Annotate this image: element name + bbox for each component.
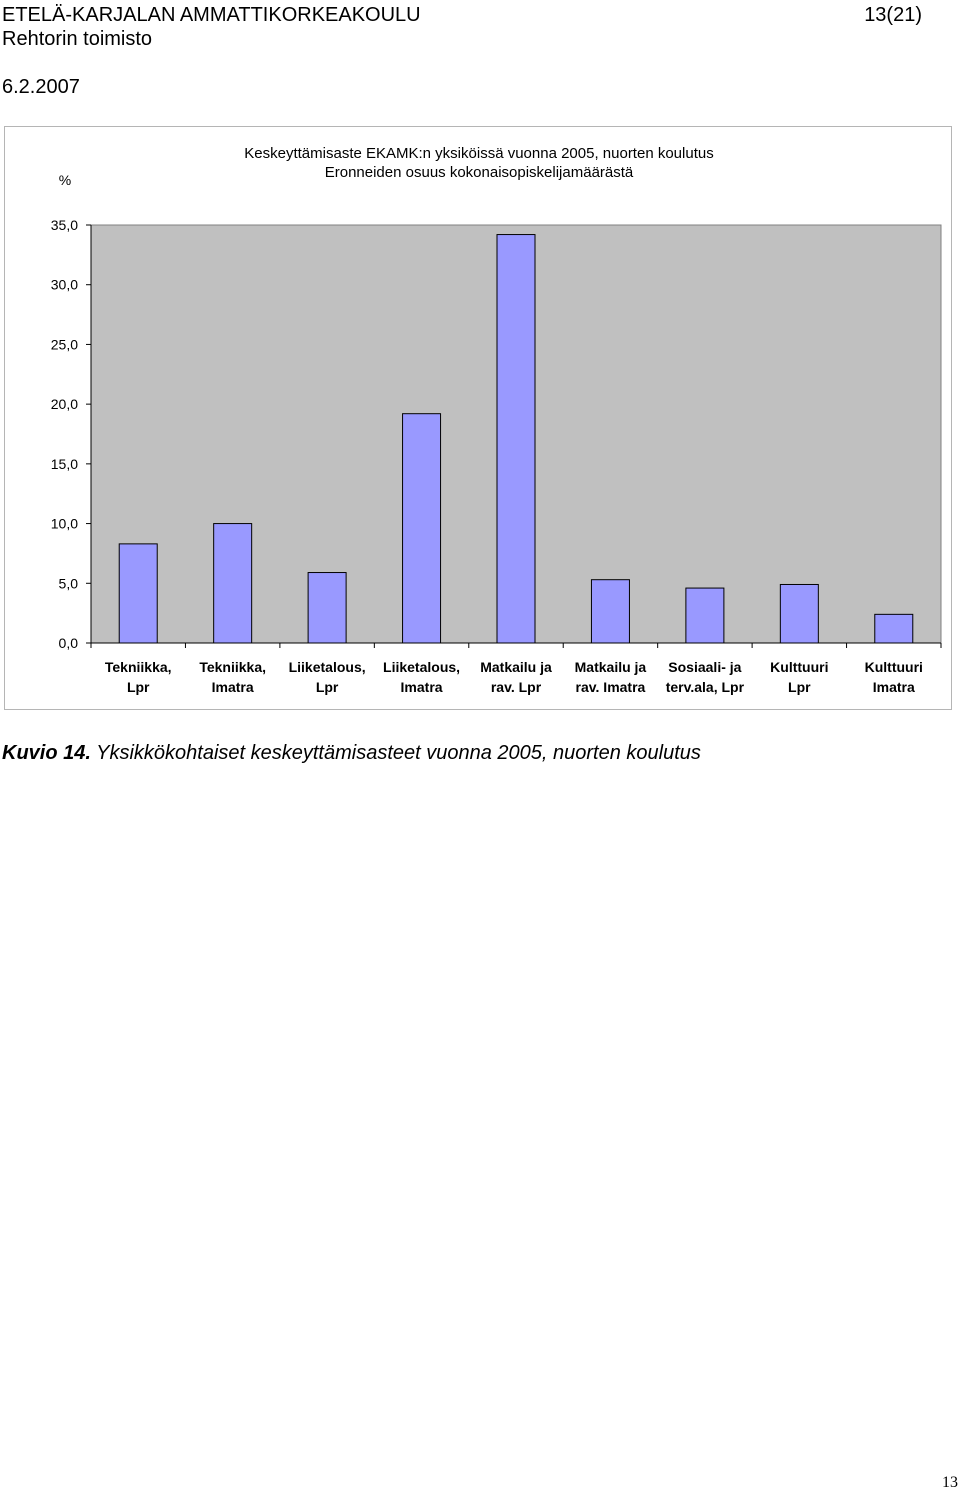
y-tick-label: 30,0 (51, 277, 78, 293)
x-tick-label: Matkailu ja (575, 659, 647, 675)
bar (685, 587, 725, 644)
x-tick-label: Tekniikka, (199, 659, 266, 675)
y-tick-label: 0,0 (59, 635, 79, 651)
y-tick-label: 5,0 (59, 575, 79, 591)
x-tick-label: Matkailu ja (480, 659, 552, 675)
caption-number: Kuvio 14. (2, 742, 91, 764)
caption-text: Yksikkökohtaiset keskeyttämisasteet vuon… (90, 742, 701, 764)
x-tick-label: Liiketalous, (383, 659, 460, 675)
bar (402, 413, 442, 644)
organization-name: ETELÄ-KARJALAN AMMATTIKORKEAKOULU (2, 4, 421, 26)
y-tick-label: 10,0 (51, 516, 78, 532)
bar (874, 613, 914, 644)
chart-container: % Keskeyttämisaste EKAMK:n yksiköissä vu… (4, 126, 952, 710)
figure-caption: Kuvio 14. Yksikkökohtaiset keskeyttämisa… (2, 742, 701, 765)
x-tick-label: Lpr (127, 679, 150, 695)
x-tick-label: rav. Imatra (576, 679, 646, 695)
bar (213, 523, 253, 644)
chart-subtitle: Eronneiden osuus kokonaisopiskelijamäärä… (325, 164, 634, 181)
bar-chart: % Keskeyttämisaste EKAMK:n yksiköissä vu… (51, 145, 942, 695)
y-axis-label: % (59, 172, 71, 188)
bar (496, 234, 536, 644)
x-tick-label: Liiketalous, (289, 659, 366, 675)
x-tick-label: Kulttuuri (865, 659, 923, 675)
y-tick-label: 35,0 (51, 217, 78, 233)
x-tick-label: Imatra (873, 679, 915, 695)
x-tick-label: terv.ala, Lpr (666, 679, 745, 695)
bar (779, 583, 819, 644)
x-tick-label: Sosiaali- ja (668, 659, 741, 675)
y-tick-label: 25,0 (51, 336, 78, 352)
x-tick-label: Tekniikka, (105, 659, 172, 675)
x-tick-label: rav. Lpr (491, 679, 542, 695)
x-tick-label: Imatra (212, 679, 254, 695)
footer-page-number: 13 (942, 1474, 958, 1491)
y-tick-label: 20,0 (51, 396, 78, 412)
x-tick-label: Lpr (788, 679, 811, 695)
bar (307, 572, 347, 644)
x-tick-label: Lpr (316, 679, 339, 695)
page-indicator: 13(21) (864, 4, 922, 26)
chart-title: Keskeyttämisaste EKAMK:n yksiköissä vuon… (244, 145, 713, 162)
y-tick-label: 15,0 (51, 456, 78, 472)
document-date: 6.2.2007 (2, 76, 80, 98)
x-tick-label: Kulttuuri (770, 659, 828, 675)
office-name: Rehtorin toimisto (2, 28, 153, 50)
bar (118, 543, 158, 644)
bar (590, 579, 630, 644)
x-tick-label: Imatra (401, 679, 443, 695)
